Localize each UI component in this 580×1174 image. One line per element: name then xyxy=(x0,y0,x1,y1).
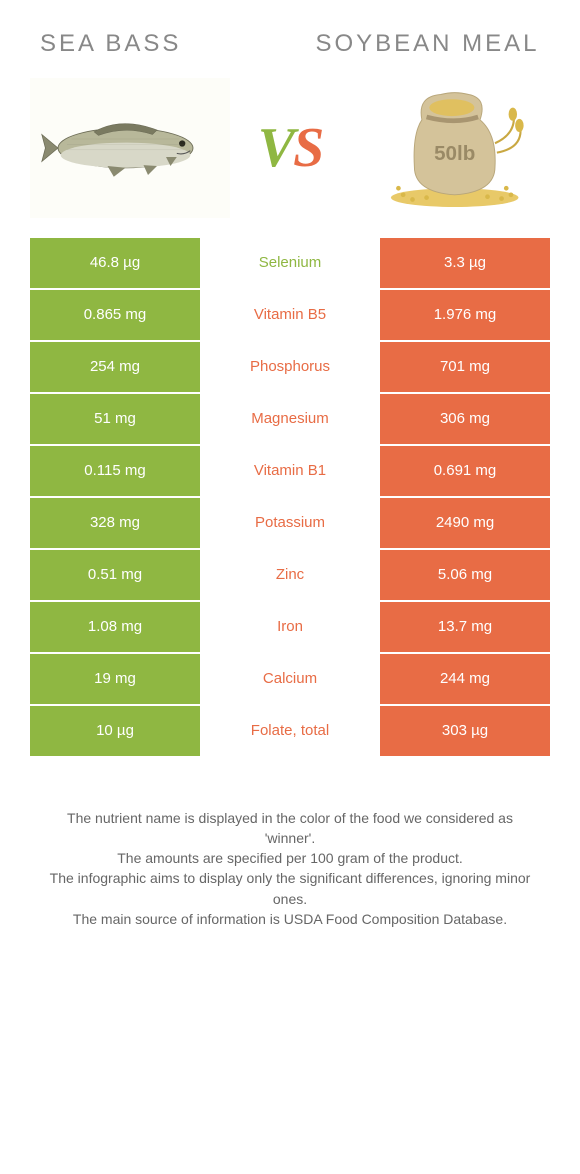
left-value-cell: 0.115 mg xyxy=(30,446,200,496)
table-row: 254 mgPhosphorus701 mg xyxy=(30,342,550,392)
table-row: 0.51 mgZinc5.06 mg xyxy=(30,550,550,600)
table-row: 0.115 mgVitamin B10.691 mg xyxy=(30,446,550,496)
vs-s-letter: S xyxy=(293,117,322,179)
left-value-cell: 19 mg xyxy=(30,654,200,704)
nutrient-table: 46.8 µgSelenium3.3 µg0.865 mgVitamin B51… xyxy=(30,238,550,756)
footer-notes: The nutrient name is displayed in the co… xyxy=(0,758,580,950)
nutrient-name-cell: Folate, total xyxy=(200,706,380,756)
right-title: SOYBEAN MEAL xyxy=(315,30,540,58)
right-value-cell: 303 µg xyxy=(380,706,550,756)
sack-icon: 50lb xyxy=(375,87,525,209)
nutrient-name-cell: Iron xyxy=(200,602,380,652)
vs-label: VS xyxy=(240,116,340,180)
table-row: 0.865 mgVitamin B51.976 mg xyxy=(30,290,550,340)
left-value-cell: 51 mg xyxy=(30,394,200,444)
right-value-cell: 306 mg xyxy=(380,394,550,444)
nutrient-name-cell: Zinc xyxy=(200,550,380,600)
nutrient-name-cell: Phosphorus xyxy=(200,342,380,392)
left-value-cell: 10 µg xyxy=(30,706,200,756)
nutrient-name-cell: Potassium xyxy=(200,498,380,548)
right-value-cell: 13.7 mg xyxy=(380,602,550,652)
nutrient-name-cell: Calcium xyxy=(200,654,380,704)
right-value-cell: 701 mg xyxy=(380,342,550,392)
footer-line-4: The main source of information is USDA F… xyxy=(40,909,540,929)
sack-label-text: 50lb xyxy=(434,142,475,165)
right-value-cell: 244 mg xyxy=(380,654,550,704)
table-row: 10 µgFolate, total303 µg xyxy=(30,706,550,756)
nutrient-name-cell: Magnesium xyxy=(200,394,380,444)
table-row: 46.8 µgSelenium3.3 µg xyxy=(30,238,550,288)
right-value-cell: 2490 mg xyxy=(380,498,550,548)
left-value-cell: 328 mg xyxy=(30,498,200,548)
right-value-cell: 1.976 mg xyxy=(380,290,550,340)
footer-line-1: The nutrient name is displayed in the co… xyxy=(40,808,540,849)
images-row: VS 50lb xyxy=(0,68,580,238)
left-image-box xyxy=(30,78,230,218)
table-row: 1.08 mgIron13.7 mg xyxy=(30,602,550,652)
table-row: 51 mgMagnesium306 mg xyxy=(30,394,550,444)
left-value-cell: 0.865 mg xyxy=(30,290,200,340)
left-value-cell: 46.8 µg xyxy=(30,238,200,288)
table-row: 19 mgCalcium244 mg xyxy=(30,654,550,704)
header-row: SEA BASS SOYBEAN MEAL xyxy=(0,0,580,68)
left-value-cell: 254 mg xyxy=(30,342,200,392)
right-image-box: 50lb xyxy=(350,78,550,218)
nutrient-name-cell: Vitamin B1 xyxy=(200,446,380,496)
footer-line-2: The amounts are specified per 100 gram o… xyxy=(40,848,540,868)
footer-line-3: The infographic aims to display only the… xyxy=(40,868,540,909)
right-value-cell: 3.3 µg xyxy=(380,238,550,288)
right-value-cell: 5.06 mg xyxy=(380,550,550,600)
left-title: SEA BASS xyxy=(40,30,265,58)
nutrient-name-cell: Vitamin B5 xyxy=(200,290,380,340)
left-value-cell: 1.08 mg xyxy=(30,602,200,652)
left-value-cell: 0.51 mg xyxy=(30,550,200,600)
fish-icon xyxy=(40,112,220,184)
right-value-cell: 0.691 mg xyxy=(380,446,550,496)
vs-v-letter: V xyxy=(258,117,293,179)
nutrient-name-cell: Selenium xyxy=(200,238,380,288)
table-row: 328 mgPotassium2490 mg xyxy=(30,498,550,548)
